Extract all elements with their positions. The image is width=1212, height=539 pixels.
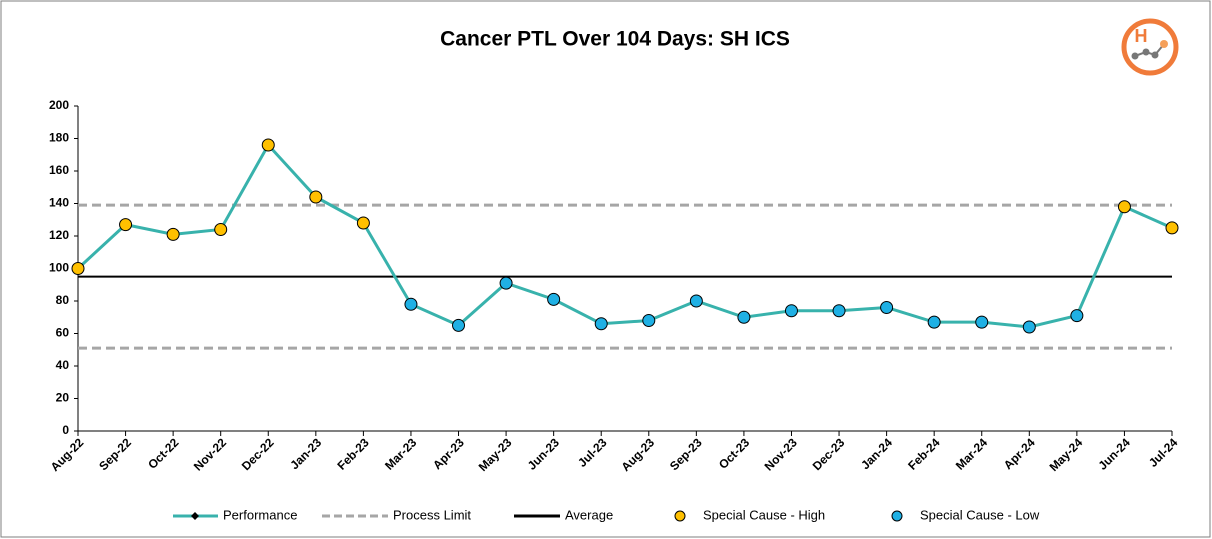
legend-label: Process Limit [393,507,471,522]
legend-label: Special Cause - Low [920,507,1040,522]
legend-label: Special Cause - High [703,507,825,522]
y-tick-label: 20 [56,391,70,405]
legend-swatch [674,510,686,522]
special-cause-point [1117,200,1131,214]
special-cause-point [689,294,703,308]
y-tick-label: 0 [62,423,69,437]
legend-marker [191,512,199,520]
y-tick-label: 40 [56,358,70,372]
special-cause-point [309,190,323,204]
special-cause-point [119,218,133,232]
legend-swatch [891,510,903,522]
special-cause-point [832,304,846,318]
logo-dot [1160,40,1168,48]
special-cause-point [547,292,561,306]
chart-title: Cancer PTL Over 104 Days: SH ICS [440,28,790,51]
special-cause-point [356,216,370,230]
legend-label: Performance [223,507,297,522]
logo: H [1121,18,1179,76]
special-cause-point [499,276,513,290]
special-cause-point [214,223,228,236]
y-tick-label: 200 [49,98,69,112]
special-cause-point [594,317,608,331]
logo-dot [1151,51,1159,59]
logo-dot [1142,48,1150,56]
y-tick-label: 140 [49,196,69,210]
y-tick-label: 180 [49,131,69,145]
logo-line [1134,43,1165,57]
special-cause-point [1165,221,1179,235]
y-tick-label: 80 [56,293,70,307]
y-tick-label: 100 [49,261,69,275]
logo-ring [1121,18,1179,76]
special-cause-point [452,318,466,332]
special-cause-point [166,227,180,241]
special-cause-point [975,315,989,329]
legend-label: Average [565,507,613,522]
performance-line [76,142,1173,329]
logo-letter: H [1135,26,1148,46]
special-cause-point [642,314,656,327]
logo-dot [1131,52,1139,60]
special-cause-point [404,297,418,311]
special-cause-point [927,315,941,329]
y-tick-label: 60 [56,326,70,340]
special-cause-point [1022,320,1036,334]
special-cause-point [1070,309,1084,323]
special-cause-point [261,138,275,152]
special-cause-point [71,262,85,275]
special-cause-point [784,304,798,318]
special-cause-point [737,310,751,324]
y-tick-label: 160 [49,163,69,177]
special-cause-point [880,301,894,314]
y-tick-label: 120 [49,228,69,242]
